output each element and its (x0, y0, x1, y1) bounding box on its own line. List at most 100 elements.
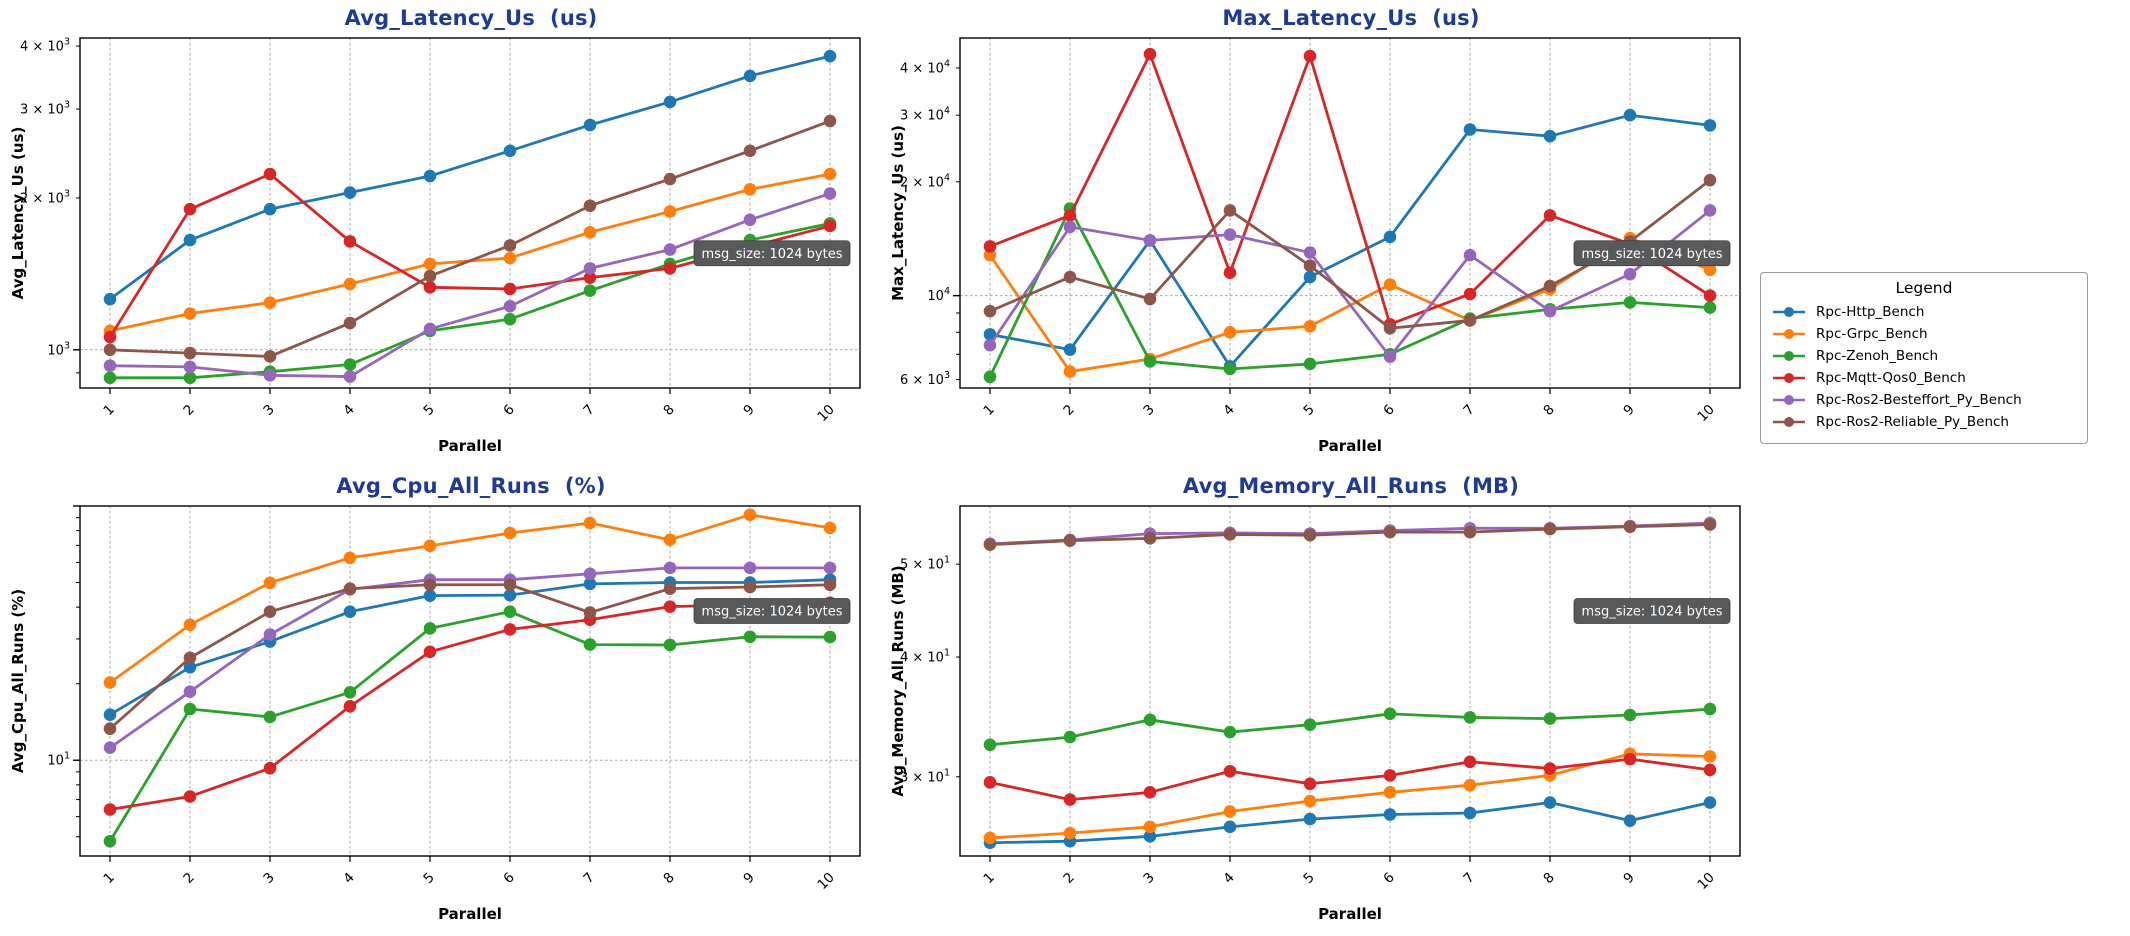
y-tick-label: 104 (927, 286, 950, 304)
data-point (263, 167, 277, 181)
data-point (1223, 266, 1237, 280)
data-point (1383, 707, 1397, 721)
data-point (1703, 750, 1717, 763)
data-point (183, 233, 197, 247)
data-point (1703, 763, 1717, 777)
data-point (1703, 518, 1717, 531)
data-point (343, 551, 357, 565)
data-point (583, 225, 597, 239)
data-point (663, 172, 677, 186)
data-point (343, 186, 357, 199)
x-tick-label: 5 (1300, 402, 1317, 419)
x-axis-ticks: 1 2 3 4 5 6 7 8 9 10 (980, 388, 1718, 425)
x-tick-label: 7 (1460, 402, 1477, 419)
data-point (103, 371, 117, 385)
data-point (1623, 108, 1637, 122)
data-point (1383, 278, 1397, 291)
data-point (1303, 270, 1317, 284)
data-point (1303, 777, 1317, 791)
data-point (983, 776, 997, 789)
data-point (503, 144, 517, 158)
chart-title-max-latency: Max_Latency_Us (us) (1222, 6, 1480, 30)
data-point (423, 322, 437, 336)
msg-size-label: msg_size: 1024 bytes (1582, 605, 1723, 620)
data-point (263, 710, 277, 724)
data-point (823, 219, 837, 233)
y-tick-label: 101 (47, 751, 70, 769)
data-point (263, 350, 277, 363)
data-point (1223, 362, 1237, 376)
data-point (343, 370, 357, 383)
data-point (663, 243, 677, 256)
data-point (743, 561, 757, 575)
x-tick-label: 3 (1140, 870, 1157, 887)
data-point (1143, 713, 1157, 727)
y-tick-label: 3 × 101 (900, 767, 950, 785)
series-Rpc-Http_Bench (983, 796, 1717, 850)
data-point (983, 304, 997, 318)
data-point (503, 526, 517, 540)
data-point (743, 580, 757, 594)
y-tick-label: 4 × 101 (900, 648, 950, 666)
data-point (263, 628, 277, 641)
series-Rpc-Zenoh_Bench (983, 702, 1717, 752)
legend-marker-icon (1773, 329, 1805, 339)
data-point (663, 95, 677, 109)
data-point (183, 618, 197, 632)
data-point (823, 167, 837, 181)
msg-size-label: msg_size: 1024 bytes (702, 605, 843, 620)
x-tick-label: 1 (100, 870, 117, 887)
x-tick-label: 9 (740, 402, 757, 419)
data-point (663, 533, 677, 547)
data-point (1463, 287, 1477, 301)
y-tick-label: 5 × 101 (900, 555, 950, 573)
data-point (103, 708, 117, 722)
data-point (743, 508, 757, 522)
data-point (423, 622, 437, 635)
x-tick-label: 10 (814, 870, 837, 893)
data-point (1063, 826, 1077, 840)
plot-border (79, 37, 861, 389)
legend-marker-icon (1773, 395, 1805, 405)
gridlines (80, 38, 860, 388)
data-point (343, 316, 357, 330)
data-point (263, 576, 277, 590)
gridlines (960, 38, 1740, 388)
data-point (1623, 267, 1637, 281)
msg-size-annotation: msg_size: 1024 bytes (1573, 240, 1731, 267)
data-point (503, 312, 517, 326)
data-point (1223, 326, 1237, 339)
data-point (1223, 228, 1237, 241)
data-point (1143, 292, 1157, 306)
data-point (1303, 246, 1317, 259)
legend-entry: Rpc-Mqtt-Qos0_Bench (1771, 367, 2077, 389)
data-point (1063, 534, 1077, 548)
x-tick-label: 6 (500, 870, 517, 887)
series-Rpc-Mqtt-Qos0_Bench (983, 752, 1717, 806)
data-point (1063, 209, 1077, 222)
x-tick-label: 4 (340, 870, 357, 887)
legend-title: Legend (1895, 279, 1953, 297)
x-tick-label: 2 (1060, 870, 1077, 887)
legend-entry-label: Rpc-Http_Bench (1816, 304, 1925, 320)
data-point (423, 257, 437, 271)
x-tick-label: 8 (660, 402, 677, 419)
x-tick-label: 6 (500, 402, 517, 419)
data-point (1383, 230, 1397, 244)
data-point (1303, 319, 1317, 333)
data-point (183, 360, 197, 374)
data-point (1143, 786, 1157, 799)
y-tick-label: 6 × 103 (900, 370, 950, 388)
data-point (983, 338, 997, 352)
x-tick-label: 10 (814, 402, 837, 425)
data-point (183, 790, 197, 803)
x-tick-label: 9 (740, 870, 757, 887)
data-point (423, 645, 437, 659)
plot-border (79, 505, 861, 857)
data-point (1383, 786, 1397, 799)
data-point (983, 370, 997, 384)
msg-size-annotation: msg_size: 1024 bytes (1573, 598, 1731, 624)
y-tick-label: 2 × 103 (20, 188, 70, 206)
legend-entry-label: Rpc-Grpc_Bench (1816, 326, 1928, 342)
